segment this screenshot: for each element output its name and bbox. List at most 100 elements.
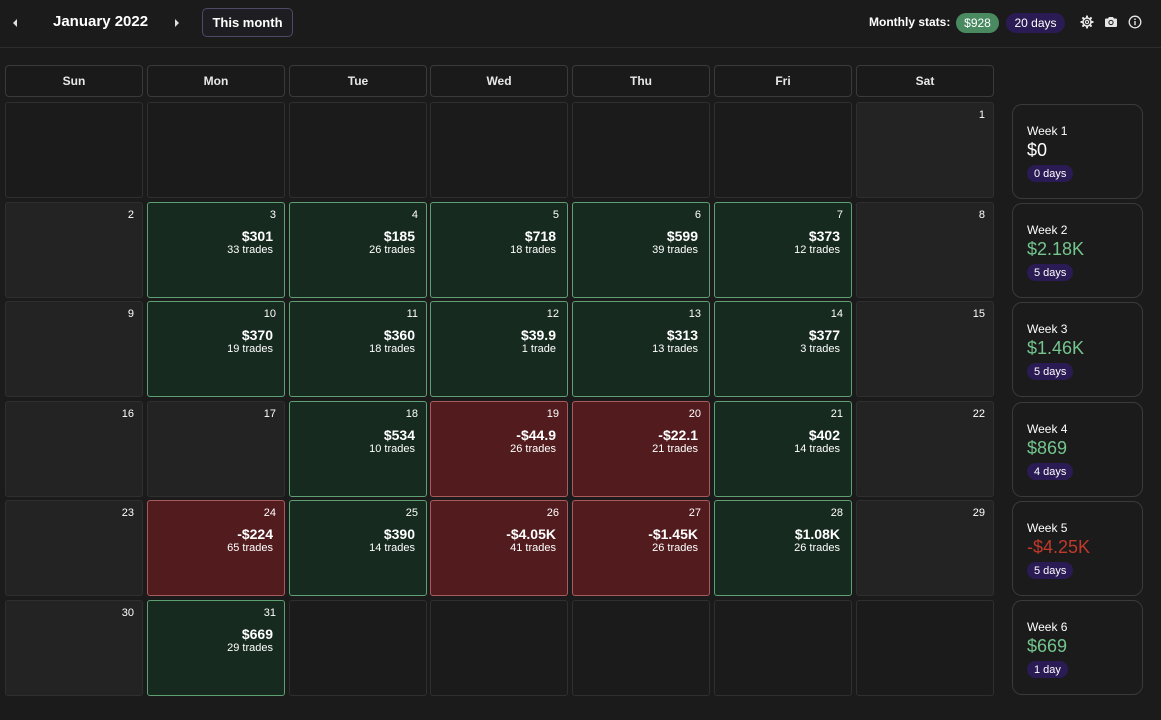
week-label: Week 3: [1027, 322, 1068, 336]
day-number: 4: [411, 209, 418, 221]
day-number: 16: [121, 408, 134, 420]
day-cell-6[interactable]: 6 $599 39 trades: [572, 202, 710, 298]
week-label: Week 2: [1027, 223, 1068, 237]
day-pnl: $313: [666, 327, 698, 343]
day-cell-11[interactable]: 11 $360 18 trades: [289, 301, 427, 397]
day-number: 15: [972, 308, 985, 320]
camera-icon[interactable]: [1104, 15, 1118, 29]
week-pnl: $869: [1027, 438, 1068, 458]
week-label: Week 4: [1027, 422, 1068, 436]
day-pnl: $301: [241, 228, 273, 244]
day-trade-count: 13 trades: [652, 343, 698, 355]
week-summary-card-4[interactable]: Week 4 $869 4 days: [1012, 402, 1143, 497]
info-icon[interactable]: [1128, 15, 1142, 29]
day-trade-count: 14 trades: [794, 443, 840, 455]
day-trade-count: 65 trades: [227, 542, 273, 554]
weekday-header-tue: Tue: [289, 65, 427, 97]
day-cell-7[interactable]: 7 $373 12 trades: [714, 202, 852, 298]
day-cell-14[interactable]: 14 $377 3 trades: [714, 301, 852, 397]
day-cell-30: 30: [5, 600, 143, 696]
week-label: Week 1: [1027, 124, 1068, 138]
day-cell-21[interactable]: 21 $402 14 trades: [714, 401, 852, 497]
caret-right-icon[interactable]: [172, 16, 182, 30]
day-number: 14: [830, 308, 843, 320]
day-cell-3[interactable]: 3 $301 33 trades: [147, 202, 285, 298]
gear-icon[interactable]: [1080, 15, 1094, 29]
day-cell-31[interactable]: 31 $669 29 trades: [147, 600, 285, 696]
day-number: 22: [972, 408, 985, 420]
week-summary-card-3[interactable]: Week 3 $1.46K 5 days: [1012, 302, 1143, 397]
week-days-badge: 5 days: [1027, 363, 1074, 380]
week-pnl: $1.46K: [1027, 338, 1085, 358]
day-trade-count: 18 trades: [369, 343, 415, 355]
weekday-header-thu: Thu: [572, 65, 710, 97]
day-number: 17: [263, 408, 276, 420]
week-pnl: -$4.25K: [1027, 537, 1091, 557]
day-number: 11: [406, 308, 418, 320]
day-cell-27[interactable]: 27 -$1.45K 26 trades: [572, 500, 710, 596]
day-cell-13[interactable]: 13 $313 13 trades: [572, 301, 710, 397]
day-trade-count: 19 trades: [227, 343, 273, 355]
week-summary-card-1[interactable]: Week 1 $0 0 days: [1012, 104, 1143, 199]
week-pnl: $669: [1027, 636, 1068, 656]
day-trade-count: 41 trades: [510, 542, 556, 554]
day-number: 30: [121, 607, 134, 619]
day-cell-empty: [430, 102, 568, 198]
day-number: 12: [546, 308, 559, 320]
day-pnl: $599: [666, 228, 698, 244]
day-cell-20[interactable]: 20 -$22.1 21 trades: [572, 401, 710, 497]
day-trade-count: 18 trades: [510, 244, 556, 256]
day-trade-count: 26 trades: [794, 542, 840, 554]
day-cell-16: 16: [5, 401, 143, 497]
day-cell-28[interactable]: 28 $1.08K 26 trades: [714, 500, 852, 596]
day-cell-19[interactable]: 19 -$44.9 26 trades: [430, 401, 568, 497]
day-trade-count: 12 trades: [794, 244, 840, 256]
caret-left-icon[interactable]: [10, 16, 20, 30]
day-number: 29: [972, 507, 985, 519]
day-trade-count: 1 trade: [521, 343, 556, 355]
day-cell-empty: [289, 102, 427, 198]
day-number: 2: [127, 209, 134, 221]
day-cell-5[interactable]: 5 $718 18 trades: [430, 202, 568, 298]
day-number: 7: [836, 209, 843, 221]
day-number: 23: [121, 507, 134, 519]
week-pnl: $0: [1027, 140, 1048, 160]
day-cell-26[interactable]: 26 -$4.05K 41 trades: [430, 500, 568, 596]
day-cell-23: 23: [5, 500, 143, 596]
day-trade-count: 33 trades: [227, 244, 273, 256]
day-number: 8: [978, 209, 985, 221]
this-month-button[interactable]: This month: [202, 8, 293, 37]
week-pnl: $2.18K: [1027, 239, 1085, 259]
day-number: 20: [688, 408, 701, 420]
week-summary-card-2[interactable]: Week 2 $2.18K 5 days: [1012, 203, 1143, 298]
day-cell-empty: [289, 600, 427, 696]
day-number: 31: [263, 607, 276, 619]
day-cell-22: 22: [856, 401, 994, 497]
day-cell-12[interactable]: 12 $39.9 1 trade: [430, 301, 568, 397]
day-pnl: $390: [383, 526, 415, 542]
weekday-header-sat: Sat: [856, 65, 994, 97]
day-cell-24[interactable]: 24 -$224 65 trades: [147, 500, 285, 596]
calendar-toolbar: January 2022 This month Monthly stats: $…: [0, 0, 1161, 48]
week-summary-card-5[interactable]: Week 5 -$4.25K 5 days: [1012, 501, 1143, 596]
day-number: 1: [978, 109, 985, 121]
week-summary-card-6[interactable]: Week 6 $669 1 day: [1012, 600, 1143, 695]
day-pnl: $370: [241, 327, 273, 343]
day-cell-10[interactable]: 10 $370 19 trades: [147, 301, 285, 397]
day-trade-count: 3 trades: [800, 343, 840, 355]
day-pnl: $373: [808, 228, 840, 244]
day-cell-empty: [572, 600, 710, 696]
day-trade-count: 10 trades: [369, 443, 415, 455]
day-cell-25[interactable]: 25 $390 14 trades: [289, 500, 427, 596]
week-label: Week 5: [1027, 521, 1068, 535]
day-pnl: -$224: [237, 526, 273, 542]
day-number: 24: [263, 507, 276, 519]
day-pnl: $377: [808, 327, 840, 343]
day-pnl: -$44.9: [516, 427, 556, 443]
monthly-days-badge: 20 days: [1006, 13, 1065, 33]
day-cell-18[interactable]: 18 $534 10 trades: [289, 401, 427, 497]
day-number: 25: [405, 507, 418, 519]
day-cell-4[interactable]: 4 $185 26 trades: [289, 202, 427, 298]
day-trade-count: 21 trades: [652, 443, 698, 455]
day-cell-9: 9: [5, 301, 143, 397]
